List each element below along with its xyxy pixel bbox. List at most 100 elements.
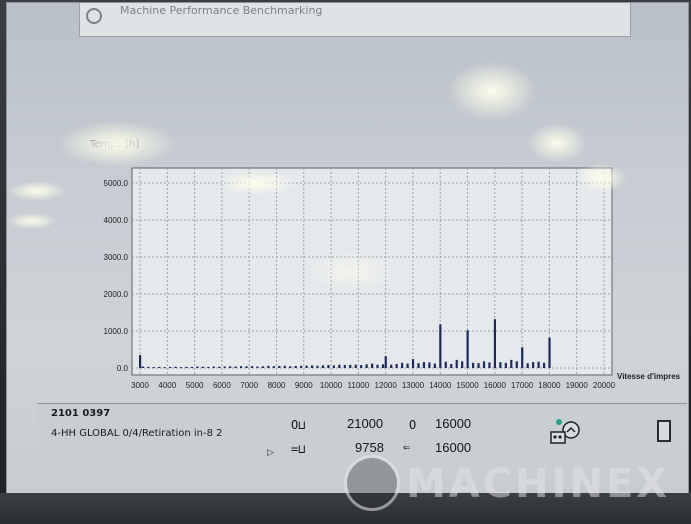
chart-bar (294, 365, 297, 368)
operator-panel-icon[interactable] (549, 416, 583, 446)
y-tick-label: 4000.0 (104, 216, 129, 225)
chart-bar (365, 364, 368, 368)
x-tick-label: 9000 (295, 381, 313, 390)
x-tick-label: 17000 (511, 381, 534, 390)
hmi-screen: Machine Performance Benchmarking Temps [… (6, 2, 689, 494)
watermark-logo-icon (344, 455, 400, 511)
y-tick-label: 0.0 (117, 364, 129, 373)
chart-bar (422, 362, 426, 368)
chart-bar (158, 366, 161, 368)
chart-bar (310, 365, 314, 368)
chart-bar (223, 366, 226, 368)
watermark-text: MACHINEX (406, 461, 671, 507)
chart-bar (477, 363, 480, 368)
x-tick-label: 18000 (538, 381, 561, 390)
chart-bar (234, 366, 237, 368)
chart-bar (185, 366, 188, 368)
arrow-left-icon: ⇐ (403, 440, 411, 454)
speed-histogram-chart: 0.0 1000.0 2000.0 3000.0 4000.0 5000.0 3000 40… (104, 167, 681, 390)
chart-bar (147, 366, 150, 368)
chart-bar (163, 367, 166, 369)
x-tick-label: 15000 (456, 381, 479, 390)
chart-bar (196, 366, 199, 368)
x-tick-label: 8000 (268, 381, 286, 390)
x-tick-label: 10000 (320, 381, 343, 390)
x-tick-label: 19000 (566, 381, 589, 390)
chart-bar (493, 319, 497, 368)
chart-grid (132, 168, 612, 375)
chart-bar (504, 362, 507, 368)
chart-bar (381, 364, 385, 368)
chart-bar (482, 361, 486, 368)
y-tick-label: 5000.0 (104, 179, 129, 188)
x-tick-label: 16000 (484, 381, 507, 390)
chart-bar (384, 356, 387, 368)
monitor-frame-bottom (0, 493, 691, 524)
chart-bar (354, 364, 357, 368)
speed-set-icon: O⊔ (291, 418, 306, 432)
chart-bar (461, 361, 464, 368)
chart-bar (371, 363, 374, 368)
chart-bar (433, 363, 436, 368)
chart-bar (256, 366, 259, 368)
chart-bar (521, 347, 524, 368)
x-tick-label: 14000 (429, 381, 452, 390)
chart-bar (316, 365, 319, 368)
chart-bar (395, 363, 398, 368)
chart-bar (471, 362, 475, 368)
y-tick-label: 1000.0 (104, 327, 129, 336)
chart-bar (428, 362, 431, 368)
chart-bar (141, 366, 144, 368)
chart-bar (321, 365, 325, 368)
chart-bar (390, 364, 393, 368)
x-tick-label: 4000 (158, 381, 176, 390)
play-icon[interactable]: ▷ (267, 448, 274, 458)
counter-icon: =⊔ (291, 442, 306, 456)
chart-bar (283, 365, 286, 368)
x-tick-label: 6000 (213, 381, 231, 390)
chart-bar (212, 366, 215, 368)
chart-bar (250, 366, 254, 368)
x-axis-title: Vitesse d'impres (617, 372, 681, 381)
y-tick-label: 3000.0 (104, 253, 129, 262)
chart-bar (218, 366, 221, 368)
chart-bar (444, 361, 447, 368)
top-panel-title: Machine Performance Benchmarking (120, 4, 323, 17)
chart-bar (537, 361, 540, 368)
chart-bar (343, 365, 346, 368)
chart-bar (338, 364, 341, 368)
chart-bar (466, 330, 469, 368)
chart-bar (439, 324, 442, 368)
chart-bar (261, 366, 265, 368)
chart-bar (174, 366, 177, 368)
y-axis-ticks: 0.0 1000.0 2000.0 3000.0 4000.0 5000.0 (104, 179, 129, 373)
chart-bar (139, 355, 142, 368)
status-footer: 2101 0397 4-HH GLOBAL 0/4/Retiration in-… (37, 403, 687, 464)
hour-value: 16000 (435, 440, 472, 455)
chart-bar (401, 362, 404, 368)
chart-bar (169, 366, 172, 368)
chart-bar (499, 362, 502, 368)
speed-set-value: 21000 (347, 416, 384, 431)
chart-bar (376, 364, 379, 368)
x-tick-label: 12000 (375, 381, 398, 390)
chart-bar (267, 365, 270, 368)
chart-bar (417, 363, 420, 368)
chart-bar (488, 362, 491, 368)
x-tick-label: 13000 (402, 381, 425, 390)
x-tick-label: 7000 (240, 381, 258, 390)
document-icon[interactable] (657, 420, 671, 442)
counter-value: 9758 (355, 440, 384, 455)
chart-bar (229, 366, 232, 368)
chart-bar (332, 365, 335, 368)
chart-bar (305, 365, 308, 368)
x-tick-label: 11000 (348, 381, 370, 390)
chart-bar (526, 363, 529, 368)
chart-bars (139, 319, 551, 369)
plot-area (131, 167, 613, 376)
circle-icon (86, 8, 102, 24)
x-tick-label: 5000 (186, 381, 204, 390)
chart-bar (245, 366, 248, 368)
y-tick-label: 2000.0 (104, 290, 129, 299)
chart-bar (190, 366, 194, 368)
